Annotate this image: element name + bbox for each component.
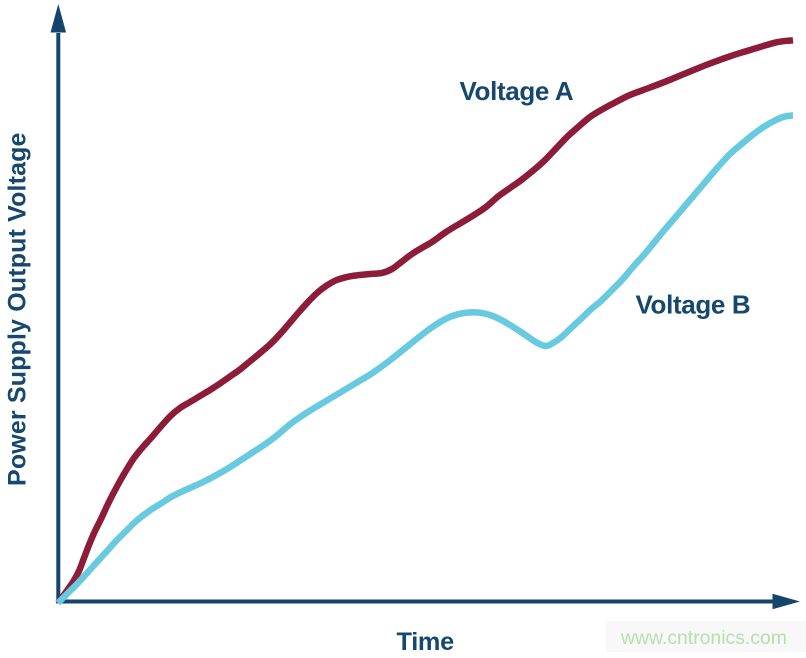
svg-text:Voltage A: Voltage A <box>460 76 574 106</box>
svg-text:Power Supply Output Voltage: Power Supply Output Voltage <box>4 132 32 486</box>
svg-text:www.cntronics.com: www.cntronics.com <box>620 627 787 649</box>
svg-text:Time: Time <box>397 628 455 653</box>
svg-text:Voltage B: Voltage B <box>636 290 751 320</box>
